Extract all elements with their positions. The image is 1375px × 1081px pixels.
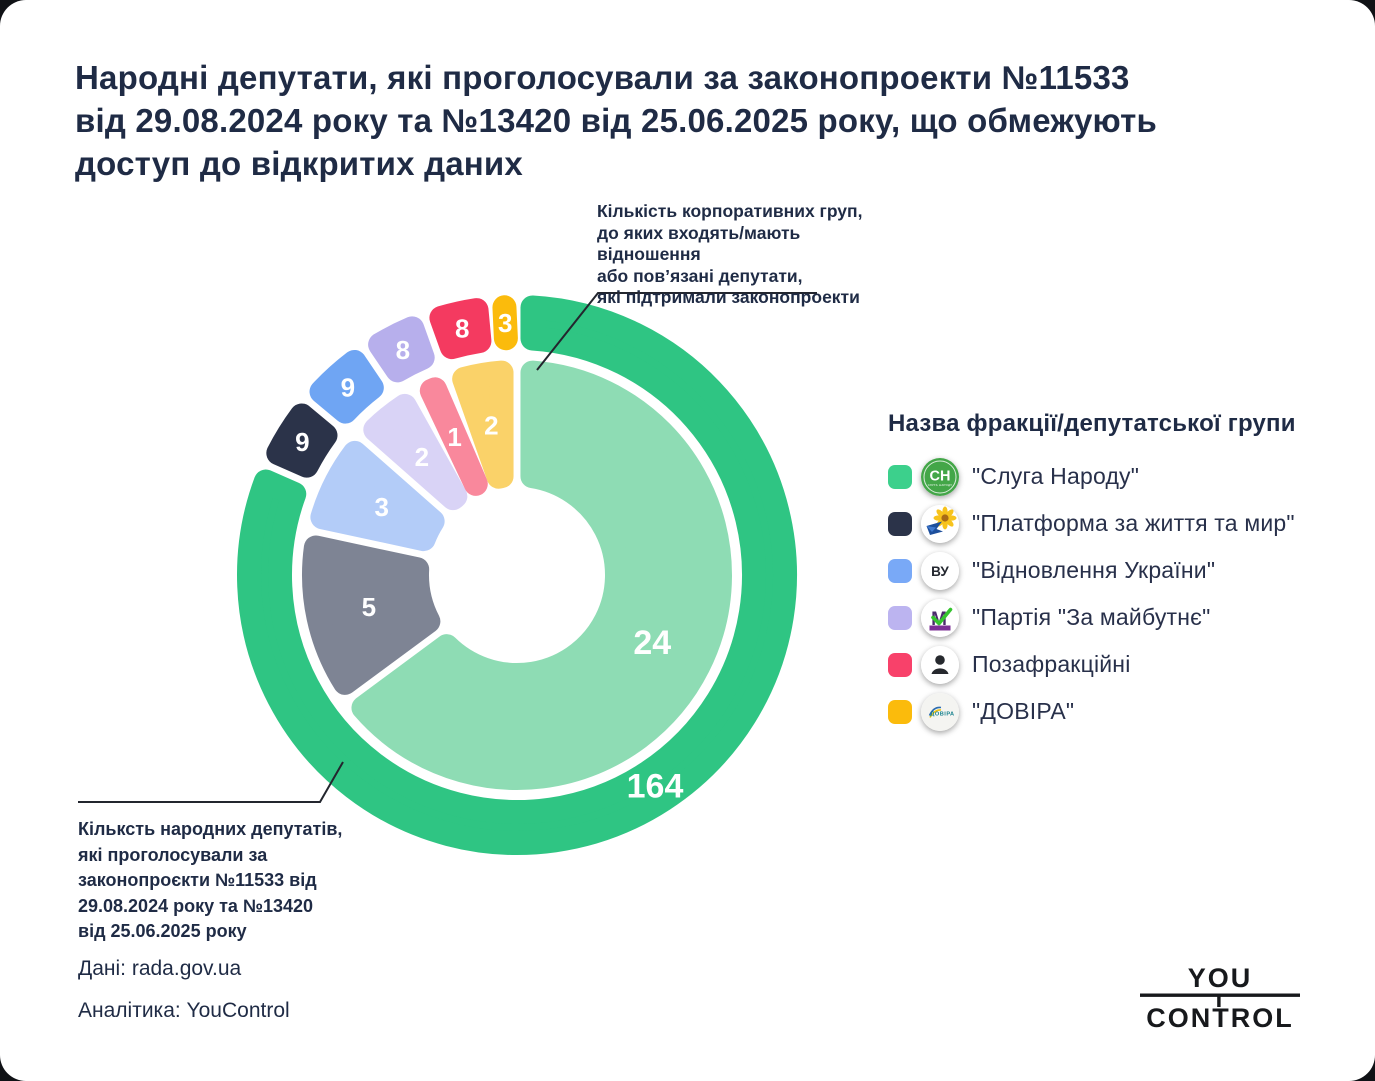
svg-text:СН: СН: [930, 468, 951, 484]
platforma-logo-icon: [921, 504, 959, 543]
legend-item-sluha-narodu: СН СЛУГА НАРОДУ "Слуга Народу": [888, 453, 1296, 500]
legend-item-za-maibutnie: М "Партія "За майбутнє": [888, 594, 1296, 641]
donut-segment-outer-Платформа за життя та мир: [266, 403, 338, 478]
za-maibutnie-logo-icon: М: [921, 598, 959, 637]
sluha-narodu-logo-icon: СН СЛУГА НАРОДУ: [921, 457, 959, 496]
youcontrol-logo: YOU CONTROL: [1140, 960, 1300, 1045]
svg-text:М: М: [931, 609, 947, 630]
donut-value-label-outer-Відновлення України: 9: [341, 373, 355, 403]
legend-label: "Партія "За майбутнє": [972, 604, 1211, 630]
legend-label: "Платформа за життя та мир": [972, 510, 1295, 536]
donut-value-label-outer-Позафракційні: 8: [455, 314, 469, 344]
legend-item-platforma: "Платформа за життя та мир": [888, 500, 1296, 547]
donut-value-label-inner-Партія За майбутнє: 2: [415, 442, 429, 472]
non-faction-logo-icon: [921, 645, 959, 684]
donut-value-label-outer-Платформа за життя та мир: 9: [295, 427, 309, 457]
donut-value-label-inner-Платформа за життя та мир: 5: [362, 592, 376, 622]
donut-segment-inner-Відновлення України: [310, 440, 445, 552]
donut-segment-inner-Позафракційні: [419, 377, 488, 496]
donut-segment-outer-Слуга Народу: [237, 295, 797, 855]
legend-swatch-sluha-narodu: [888, 464, 912, 489]
legend-swatch-non-faction: [888, 652, 912, 677]
callout-line-top: [536, 292, 817, 371]
donut-segment-inner-ДОВІРА: [452, 360, 514, 489]
legend-label: "Слуга Народу": [972, 463, 1140, 489]
legend-swatch-dovira: [888, 699, 912, 724]
legend-item-dovira: ДОВІРА "ДОВІРА": [888, 688, 1296, 735]
legend-swatch-za-maibutnie: [888, 605, 912, 630]
legend-swatch-vidnovlennia: [888, 558, 912, 583]
annotation-corporate-groups: Кількість корпоративних груп, до яких вх…: [597, 201, 863, 307]
svg-text:YOU: YOU: [1188, 963, 1253, 993]
dovira-logo-icon: ДОВІРА: [921, 692, 959, 731]
page-title: Народні депутати, які проголосували за з…: [75, 59, 1157, 182]
annotation-deputies: Кільксть народних депутатів, які проголо…: [78, 819, 343, 941]
donut-value-label-inner-Відновлення України: 3: [374, 492, 388, 522]
footer-analytics: Аналітика: YouControl: [78, 999, 290, 1022]
donut-value-label-inner-ДОВІРА: 2: [484, 411, 498, 441]
svg-text:СЛУГА НАРОДУ: СЛУГА НАРОДУ: [928, 483, 953, 487]
vidnovlennia-logo-icon: ВУ: [921, 551, 959, 590]
legend: Назва фракції/депутатської групи СН СЛУГ…: [888, 410, 1296, 735]
legend-header: Назва фракції/депутатської групи: [888, 410, 1296, 437]
dove-icon: [926, 521, 943, 535]
donut-segment-outer-Відновлення України: [309, 349, 384, 424]
donut-segment-inner-Платформа за життя та мир: [302, 535, 441, 695]
donut-value-label-outer-Партія За майбутнє: 8: [396, 335, 410, 365]
donut-segment-inner-Слуга Народу: [351, 360, 732, 790]
legend-label: "Відновлення України": [972, 557, 1216, 583]
donut-segment-outer-Партія За майбутнє: [368, 316, 435, 383]
legend-swatch-platforma: [888, 511, 912, 536]
donut-segment-inner-Партія За майбутнє: [363, 393, 468, 511]
svg-text:ДОВІРА: ДОВІРА: [930, 711, 954, 717]
person-icon: [931, 654, 949, 674]
legend-label: Позафракційні: [972, 651, 1131, 677]
donut-value-label-outer-Слуга Народу: 164: [627, 767, 684, 805]
legend-item-vidnovlennia: ВУ "Відновлення України": [888, 547, 1296, 594]
svg-text:ВУ: ВУ: [931, 564, 949, 579]
donut-value-label-inner-Позафракційні: 1: [447, 422, 461, 452]
legend-item-non-faction: Позафракційні: [888, 641, 1296, 688]
donut-value-label-outer-ДОВІРА: 3: [498, 308, 512, 338]
donut-segment-outer-Позафракційні: [429, 298, 492, 360]
svg-text:CONTROL: CONTROL: [1146, 1003, 1293, 1033]
legend-label: "ДОВІРА": [972, 698, 1075, 724]
callout-line-bottom: [78, 761, 344, 803]
donut-value-label-inner-Слуга Народу: 24: [633, 624, 671, 662]
footer-source: Дані: rada.gov.ua: [78, 957, 242, 980]
donut-segment-outer-ДОВІРА: [492, 295, 518, 351]
